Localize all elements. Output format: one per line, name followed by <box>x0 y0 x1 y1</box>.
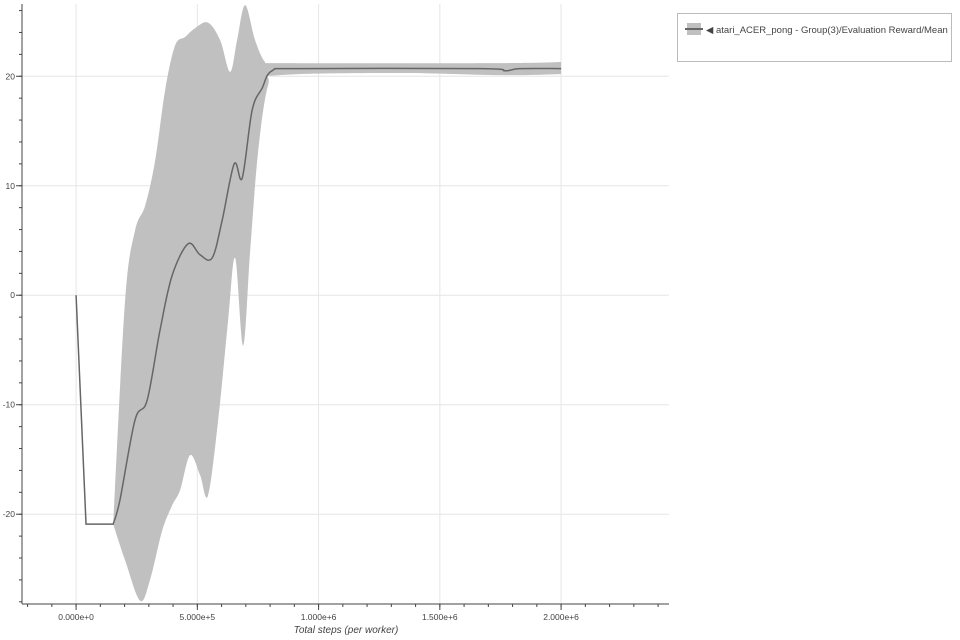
y-tick-label: 0 <box>10 290 15 300</box>
std-band <box>113 5 562 602</box>
y-tick-label: 10 <box>6 181 16 191</box>
legend-label: ◀ atari_ACER_pong - Group(3)/Evaluation … <box>706 25 948 36</box>
x-axis-label: Total steps (per worker) <box>293 625 399 636</box>
y-tick-label: 20 <box>6 71 16 81</box>
axes: 20 10 0 -10 -20 0.000e+0 5.000e+5 1.000e+6 1.500… <box>3 4 669 622</box>
x-tick-label: 1.000e+6 <box>301 612 337 622</box>
x-tick-label: 2.000e+6 <box>543 612 579 622</box>
legend-swatch <box>685 23 703 35</box>
x-tick-label: 1.500e+6 <box>422 612 458 622</box>
x-tick-label: 5.000e+5 <box>179 612 215 622</box>
y-tick-label: -10 <box>3 400 16 410</box>
y-tick-label: -20 <box>3 509 16 519</box>
legend: ◀ atari_ACER_pong - Group(3)/Evaluation … <box>677 13 952 62</box>
x-tick-label: 0.000e+0 <box>58 612 94 622</box>
mean-line <box>75 67 562 525</box>
